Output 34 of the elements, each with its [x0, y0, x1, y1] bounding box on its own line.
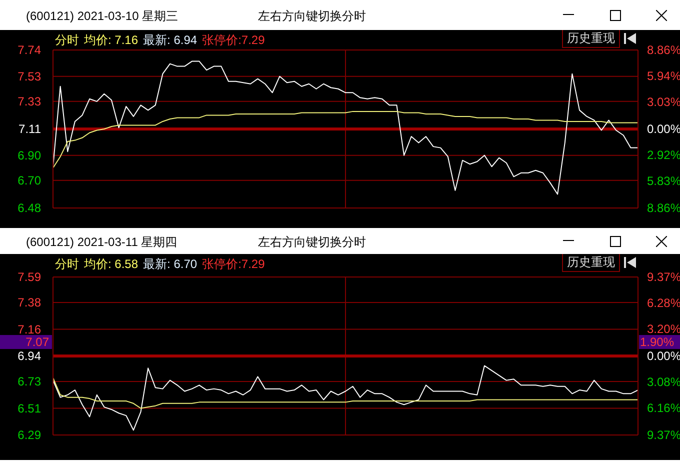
y-tick-label: 7.33: [18, 94, 42, 108]
chart-title: (600121) 2021-03-11 星期四: [26, 234, 178, 251]
y-tick-label: 7.59: [18, 270, 42, 284]
text: 最新: 6.94: [143, 32, 198, 49]
text: 均价: 6.58: [84, 256, 138, 273]
y-tick-label: 6.94: [18, 349, 42, 363]
y-tick-label: 6.90: [18, 148, 42, 162]
text: 7.07: [0, 335, 52, 349]
y-tick-label: 7.53: [18, 69, 42, 84]
text: 左右方向键切换分时: [258, 234, 366, 251]
text: 1.90%: [639, 335, 680, 349]
y-tick-label: 7.74: [18, 43, 42, 57]
text: 分时: [55, 32, 79, 49]
y-tick-label: 7.11: [18, 122, 42, 136]
text: 最新: 6.70: [143, 256, 198, 273]
y-tick-label: 7.38: [18, 296, 42, 310]
y-tick-label: 6.48: [18, 201, 42, 215]
text: 左右方向键切换分时: [258, 8, 366, 25]
line-series: [52, 110, 638, 168]
text: 张停价:7.29: [202, 256, 265, 273]
y-tick-label: 6.29: [18, 428, 42, 442]
chart-title: (600121) 2021-03-10 星期三: [26, 8, 178, 25]
text: 历史重现: [562, 254, 620, 272]
text: 历史重现: [562, 30, 620, 48]
y-tick-label: 7.16: [18, 322, 42, 336]
y-tick-label: 6.73: [18, 374, 42, 389]
y-tick-label: 6.51: [18, 401, 42, 416]
line-series: [52, 60, 638, 195]
text: 分时: [55, 256, 79, 273]
text: 均价: 7.16: [84, 32, 138, 49]
line-series: [52, 365, 638, 431]
line-series: [52, 377, 638, 409]
y-tick-label: 6.70: [18, 173, 42, 188]
text: 张停价:7.29: [202, 32, 265, 49]
